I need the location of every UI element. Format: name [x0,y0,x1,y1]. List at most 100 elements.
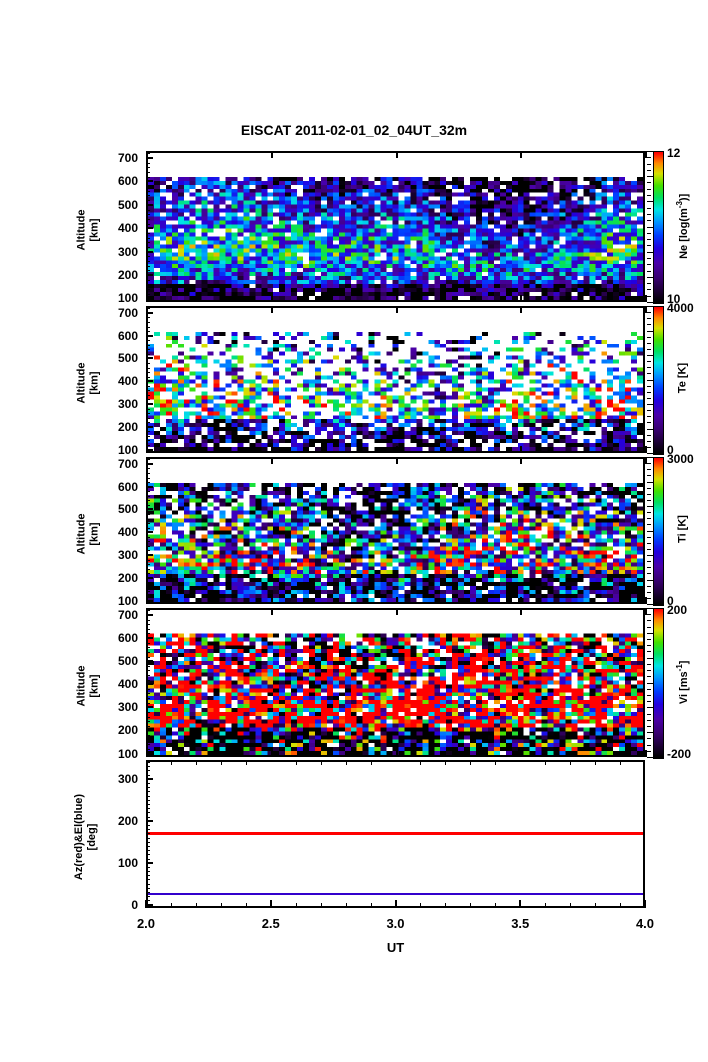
colorbar-vi [653,608,664,759]
ytick-minor [146,866,150,868]
plot-area-ti[interactable] [146,457,645,604]
xtick-mark [645,457,647,464]
ytick-minor [146,541,150,543]
ytick-minor [146,256,150,258]
plot-area-ne[interactable] [146,151,645,302]
page-title: EISCAT 2011-02-01_02_04UT_32m [240,122,468,138]
colorbar-tick [647,506,654,507]
colorbar-tick [647,744,651,746]
ytick-minor [146,596,150,598]
xtick-minor [320,760,322,765]
ytick-minor [146,770,150,772]
ytick-minor [146,656,150,658]
xtick-mark [270,446,273,453]
xtick-mark [145,900,147,908]
plot-area-azel[interactable] [146,760,645,908]
xtick-minor [345,903,347,908]
ytick-label-ne-600: 600 [117,174,138,189]
colorbar-tick [647,355,654,356]
xtick-mark [146,457,148,464]
colorbar-tick [647,555,654,556]
ytick-minor [146,619,150,621]
ytick-minor [146,293,150,295]
xtick-mark [520,597,523,604]
ytick-mark [146,485,153,488]
xtick-mark [270,457,273,464]
ytick-minor [146,829,150,831]
ytick-mark [146,819,153,822]
ytick-mark [146,403,153,405]
ytick-minor [146,582,150,584]
ytick-label-te-500: 500 [117,351,138,366]
ytick-minor [146,766,150,768]
ytick-label-ne-100: 100 [117,291,138,306]
ytick-minor [146,349,150,351]
ytick-minor [146,716,150,718]
ytick-mark [146,311,153,314]
xtick-mark [146,750,148,757]
colorbar-canvas-ne [654,152,663,303]
colorbar-tick [647,446,651,448]
ytick-minor [146,317,150,319]
xtick-label-3: 3.5 [511,916,530,931]
xtick-mark [270,597,273,604]
colorbar-tick [647,324,651,326]
colorbar-te [653,306,664,455]
xtick-mark [395,457,398,464]
xtick-mark [645,295,647,302]
colorbar-tick [647,232,651,234]
colorbar-tick [647,270,651,272]
plot-area-te[interactable] [146,306,645,453]
xtick-mark [520,295,523,302]
ytick-minor [146,413,150,415]
ytick-minor [146,399,150,401]
ytick-label-azel-200: 200 [117,813,138,828]
colorbar-min-ne: 10 [667,292,681,306]
colorbar-tick [647,306,654,307]
colorbar-tick [647,597,651,599]
colorbar-max-te: 4000 [667,301,694,315]
ytick-label-ne-700: 700 [117,151,138,166]
ytick-minor [146,500,150,502]
plot-area-vi[interactable] [146,608,645,757]
xtick-mark [645,306,647,313]
colorbar-tick [647,440,651,442]
ytick-minor [146,816,150,818]
xtick-minor [220,760,222,765]
xtick-mark [146,608,148,615]
xtick-mark [520,457,523,464]
ytick-label-te-300: 300 [117,397,138,411]
ytick-minor [146,237,150,239]
colorbar-tick [647,226,654,228]
colorbar-tick [647,688,651,690]
ytick-minor [146,702,150,704]
colorbar-canvas-te [654,307,663,454]
ytick-label-ne-500: 500 [117,197,138,212]
ytick-minor [146,190,150,192]
xtick-minor [595,903,597,908]
xtick-minor [370,760,372,765]
xtick-minor [445,760,447,765]
ytick-minor [146,172,150,174]
colorbar-tick [647,239,651,241]
ytick-minor [146,195,150,197]
ytick-mark [146,683,153,686]
ytick-minor [146,833,150,835]
ytick-minor [146,628,150,630]
colorbar-tick [647,732,654,734]
ytick-label-te-700: 700 [117,305,138,320]
ytick-minor [146,367,150,369]
ytick-minor [146,610,150,612]
colorbar-tick [647,312,651,314]
colorbar-tick [647,487,651,489]
ytick-label-azel-0: 0 [131,897,138,912]
colorbar-tick [647,493,651,495]
ytick-minor [146,774,150,776]
ytick-mark [146,227,153,230]
ytick-minor [146,545,150,547]
ytick-minor [146,200,150,202]
colorbar-tick [647,422,651,424]
colorbar-tick [647,457,654,458]
ytick-mark [146,274,153,277]
xtick-mark [645,750,647,757]
